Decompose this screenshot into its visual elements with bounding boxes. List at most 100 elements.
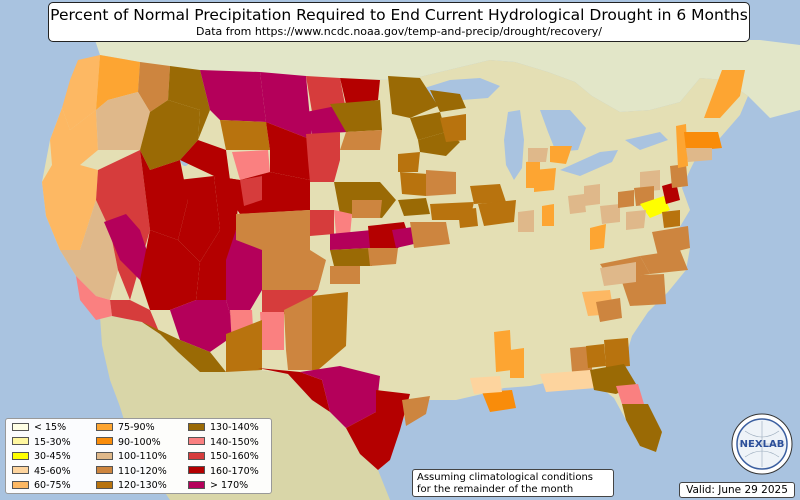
legend-item: 15-30% bbox=[12, 437, 71, 449]
lake-erie bbox=[560, 150, 618, 176]
region-mo-north bbox=[398, 198, 430, 216]
legend-swatch bbox=[188, 422, 205, 431]
legend-label: 140-150% bbox=[210, 436, 259, 448]
region-wy-central bbox=[232, 150, 270, 180]
legend-swatch bbox=[12, 480, 29, 489]
region-fl-central bbox=[616, 384, 644, 410]
region-or-coast bbox=[50, 108, 98, 165]
region-ky-2 bbox=[584, 184, 600, 206]
region-ks-central bbox=[330, 230, 372, 250]
legend-swatch bbox=[188, 437, 205, 445]
region-in-central bbox=[534, 168, 556, 192]
region-il-central bbox=[478, 200, 516, 226]
legend-item: 130-140% bbox=[188, 422, 259, 434]
region-nc-east bbox=[652, 226, 690, 256]
region-mn-north bbox=[388, 76, 438, 118]
legend-label: 150-160% bbox=[210, 451, 259, 462]
legend-swatch bbox=[12, 451, 29, 460]
region-ky-3 bbox=[600, 204, 620, 224]
region-il-southwest bbox=[458, 208, 478, 228]
region-ga-south-2 bbox=[586, 344, 606, 368]
legend-swatch bbox=[96, 466, 113, 474]
region-nm-southeast bbox=[284, 296, 312, 370]
valid-date: Valid: June 29 2025 bbox=[679, 482, 795, 498]
legend-swatch bbox=[96, 422, 113, 431]
legend-swatch bbox=[188, 466, 205, 474]
region-va-east bbox=[662, 210, 680, 228]
region-nm-south-2 bbox=[260, 312, 284, 350]
region-ks-north bbox=[334, 210, 352, 236]
legend-item: 45-60% bbox=[12, 466, 71, 478]
region-nm-southwest bbox=[226, 320, 262, 372]
region-wa-coast bbox=[62, 55, 100, 130]
legend-item: < 15% bbox=[12, 422, 66, 434]
legend-label: 160-170% bbox=[210, 465, 259, 477]
legend-swatch bbox=[12, 422, 29, 431]
legend-item: 100-110% bbox=[96, 451, 167, 463]
logo-text: NEXLAB bbox=[740, 439, 785, 450]
legend-label: 120-130% bbox=[118, 480, 167, 491]
logo-globe-lines bbox=[739, 421, 785, 467]
map-title: Percent of Normal Precipitation Required… bbox=[50, 6, 748, 24]
legend-item: 110-120% bbox=[96, 466, 167, 478]
lake-huron bbox=[540, 110, 586, 152]
region-co-central bbox=[240, 176, 262, 206]
region-me bbox=[704, 70, 745, 118]
region-az-south bbox=[142, 322, 226, 372]
region-il-north bbox=[470, 184, 506, 204]
region-sd-west bbox=[306, 132, 340, 160]
region-mi-south bbox=[550, 146, 572, 164]
region-ga-south-1 bbox=[570, 346, 592, 372]
legend-swatch bbox=[188, 480, 205, 489]
canada-landmass bbox=[95, 40, 800, 118]
region-ky-1 bbox=[568, 194, 586, 214]
region-tn-east bbox=[600, 262, 636, 286]
region-va-west bbox=[590, 224, 606, 250]
region-ga-coast bbox=[604, 338, 630, 368]
region-az-central bbox=[170, 300, 236, 352]
region-wi-west bbox=[440, 114, 466, 142]
region-oh-west bbox=[528, 148, 548, 162]
region-co-south bbox=[236, 210, 310, 250]
region-sd-east bbox=[340, 130, 382, 150]
region-ut-west bbox=[178, 176, 220, 262]
region-in-southwest bbox=[518, 210, 534, 232]
region-tx-central bbox=[300, 366, 380, 428]
region-nm-west bbox=[226, 230, 262, 334]
legend-label: 15-30% bbox=[34, 436, 71, 448]
legend-item: 30-45% bbox=[12, 451, 71, 463]
region-wv-1 bbox=[618, 190, 634, 208]
map-subtitle: Data from https://www.ncdc.noaa.gov/temp… bbox=[196, 25, 602, 38]
legend-item: 90-100% bbox=[96, 437, 161, 449]
legend-item: 60-75% bbox=[12, 480, 71, 492]
legend-label: > 170% bbox=[210, 480, 249, 491]
region-va-north bbox=[626, 210, 646, 230]
region-az-west bbox=[140, 230, 200, 310]
legend-label: 90-100% bbox=[118, 436, 161, 448]
region-nm-north bbox=[262, 250, 326, 290]
region-ca-desert bbox=[104, 214, 150, 280]
region-sd-central bbox=[330, 100, 382, 132]
legend-swatch bbox=[188, 451, 205, 460]
legend-label: < 15% bbox=[34, 422, 67, 433]
region-tx-west bbox=[258, 368, 330, 412]
region-mo-south bbox=[410, 222, 450, 248]
region-ma bbox=[684, 132, 722, 150]
region-ia-central bbox=[400, 172, 428, 196]
legend-label: 75-90% bbox=[118, 422, 155, 433]
region-id-north bbox=[138, 62, 170, 112]
region-wy-north bbox=[220, 120, 270, 150]
region-ok-central bbox=[330, 266, 360, 284]
legend-item: 160-170% bbox=[188, 466, 259, 478]
legend-label: 45-60% bbox=[34, 465, 71, 477]
region-tx-gulf bbox=[402, 396, 430, 426]
region-ct bbox=[686, 148, 712, 162]
legend-swatch bbox=[12, 466, 29, 474]
legend-item: 140-150% bbox=[188, 437, 259, 449]
legend-swatch bbox=[96, 437, 113, 445]
region-ia-north bbox=[398, 152, 420, 172]
region-or-central bbox=[96, 92, 150, 150]
region-ks-west bbox=[310, 210, 334, 236]
legend-swatch bbox=[96, 480, 113, 489]
